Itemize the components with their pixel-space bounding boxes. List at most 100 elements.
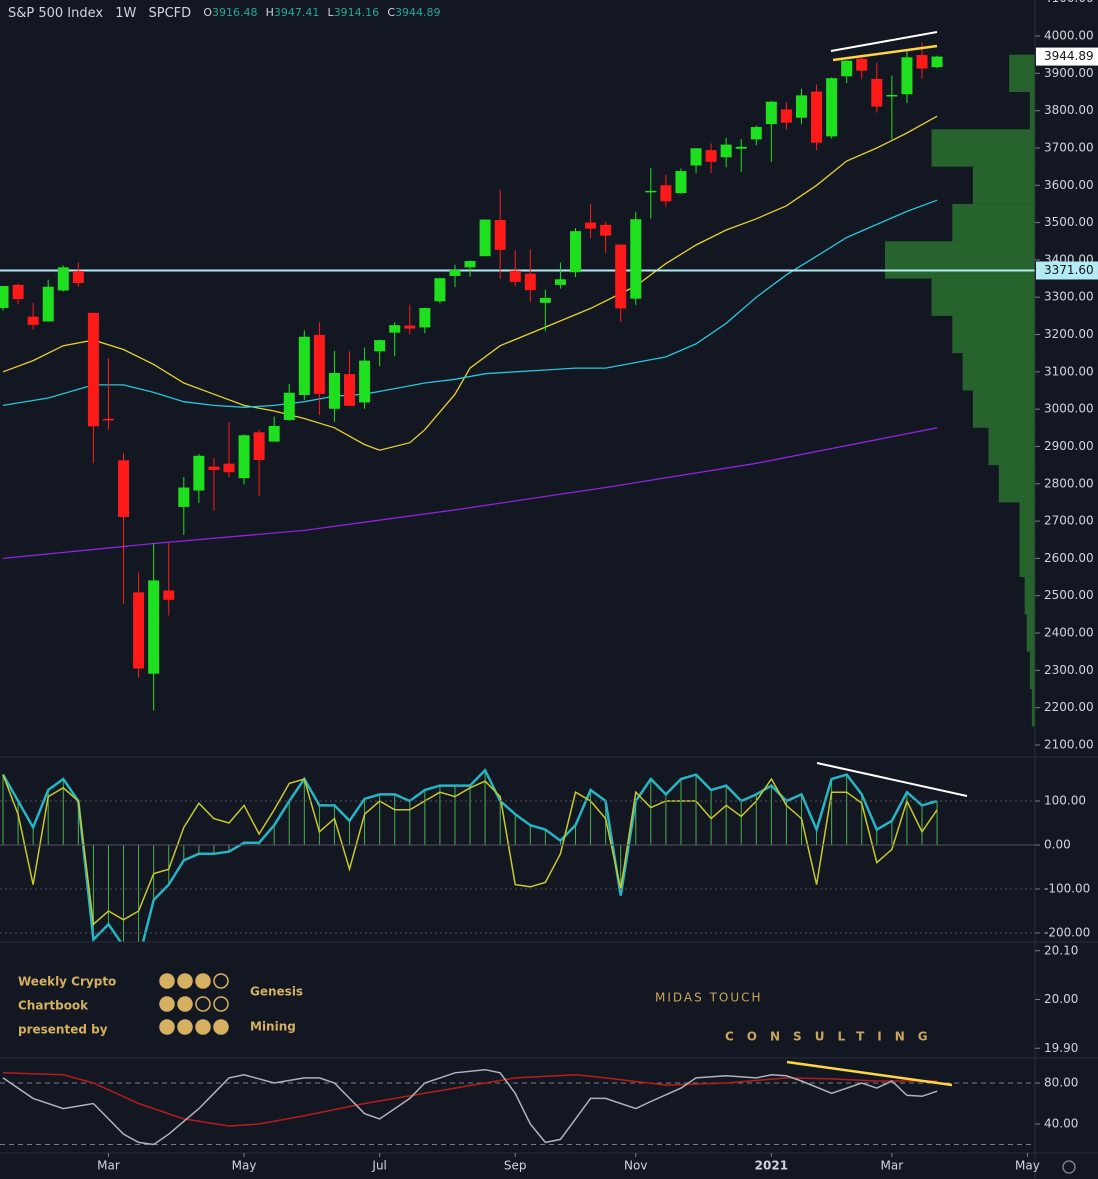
sponsor-logo xyxy=(159,973,229,1035)
candle-body xyxy=(359,360,371,403)
candle-body xyxy=(133,592,145,669)
candle-body xyxy=(238,435,250,479)
candle-body xyxy=(27,316,39,325)
candle-body xyxy=(585,222,597,229)
candle-body xyxy=(163,590,175,600)
candle-body xyxy=(705,150,717,162)
candle-body xyxy=(298,336,310,395)
price-pane xyxy=(0,42,1035,727)
logo-dot xyxy=(159,973,175,989)
volume-profile-bar xyxy=(1026,614,1035,652)
y-tick-label: 100.00 xyxy=(1044,793,1086,807)
y-tick-label: 3100.00 xyxy=(1044,364,1094,378)
indicator-pane xyxy=(0,1068,1035,1146)
branding: Weekly Crypto Chartbook presented by Gen… xyxy=(18,973,928,1044)
candle-body xyxy=(509,270,521,282)
candle-body xyxy=(419,308,431,328)
level-label: 3371.60 xyxy=(1044,263,1094,277)
logo-dot xyxy=(213,1019,229,1035)
volume-profile-bar xyxy=(988,427,1035,466)
candle-body xyxy=(570,231,582,273)
candle-body xyxy=(178,487,190,507)
candle-body xyxy=(0,286,9,309)
y-tick-label: -200.00 xyxy=(1044,925,1090,939)
last-price-box xyxy=(1036,47,1098,66)
candle-body xyxy=(931,56,943,68)
ohlc-prefix: H xyxy=(266,6,274,19)
logo-dot xyxy=(159,1019,175,1035)
candle-body xyxy=(494,219,506,250)
volume-profile-bar xyxy=(1009,54,1035,92)
logo-dot xyxy=(195,973,211,989)
volume-profile-bar xyxy=(952,315,1035,354)
y-tick-label: 2500.00 xyxy=(1044,588,1094,602)
trendline xyxy=(832,44,938,62)
candle-body xyxy=(871,78,883,107)
y-tick-label: 4000.00 xyxy=(1044,29,1094,43)
candle-body xyxy=(87,312,99,427)
logo-dot xyxy=(159,996,175,1012)
y-tick-label: 3900.00 xyxy=(1044,66,1094,80)
candle-body xyxy=(328,372,340,409)
volume-profile-bar xyxy=(1029,91,1035,130)
candle-body xyxy=(524,273,536,291)
y-tick-label: 0.00 xyxy=(1044,837,1071,851)
y-tick-label: 20.00 xyxy=(1044,992,1078,1006)
settings-icon[interactable] xyxy=(1062,1160,1076,1174)
candle-body xyxy=(539,297,551,303)
candle-body xyxy=(102,418,114,421)
ohlc-value: 3947.41 xyxy=(274,6,320,19)
header: S&P 500 Index 1W SPCFD O3916.48 H3947.41… xyxy=(8,6,441,21)
y-tick-label: 2700.00 xyxy=(1044,514,1094,528)
trendline xyxy=(816,762,968,797)
volume-profile-bar xyxy=(1031,689,1035,727)
candle-body xyxy=(811,91,823,143)
candle-body xyxy=(313,334,325,394)
y-tick-label: 3800.00 xyxy=(1044,103,1094,117)
sponsor-name: Genesis xyxy=(250,985,303,999)
y-tick-label: 3300.00 xyxy=(1044,290,1094,304)
candle-body xyxy=(374,340,386,352)
y-tick-label: 3600.00 xyxy=(1044,178,1094,192)
volume-profile-bar xyxy=(1029,651,1035,690)
logo-dot xyxy=(177,973,193,989)
candle-body xyxy=(72,271,84,284)
moving-average xyxy=(2,115,938,451)
candle-body xyxy=(615,244,627,309)
source: SPCFD xyxy=(149,6,192,21)
candle-body xyxy=(12,284,24,300)
chartbook-line: presented by xyxy=(18,1023,108,1037)
ohlc-value: 3944.89 xyxy=(395,6,441,19)
candle-body xyxy=(720,144,732,158)
x-tick-label: Nov xyxy=(624,1159,647,1173)
candle-body xyxy=(42,286,54,322)
x-tick-label: May xyxy=(232,1159,257,1173)
chartbook-line: Weekly Crypto xyxy=(18,975,116,989)
y-tick-label: 4100.00 xyxy=(1044,0,1094,5)
y-tick-label: 2400.00 xyxy=(1044,626,1094,640)
y-tick-label: 80.00 xyxy=(1044,1076,1078,1090)
y-tick-label: 3700.00 xyxy=(1044,140,1094,154)
y-tick-label: 2100.00 xyxy=(1044,737,1094,751)
candle-body xyxy=(916,55,928,69)
y-tick-label: 3000.00 xyxy=(1044,402,1094,416)
volume-profile-bar xyxy=(952,203,1035,242)
logo-dot xyxy=(177,996,193,1012)
volume-profile-bar xyxy=(1024,577,1035,615)
x-tick-label: Sep xyxy=(504,1159,527,1173)
x-tick-label: Jul xyxy=(371,1159,386,1173)
candle-body xyxy=(660,185,672,202)
candle-body xyxy=(901,57,913,95)
candle-body xyxy=(344,374,356,406)
logo-dot xyxy=(213,973,229,989)
candle-body xyxy=(690,148,702,166)
volume-profile-bar xyxy=(931,129,1035,167)
y-tick-label: 40.00 xyxy=(1044,1116,1078,1130)
brand-name: MIDAS TOUCH xyxy=(655,991,763,1005)
chartbook-line: Chartbook xyxy=(18,999,89,1013)
y-tick-label: 3500.00 xyxy=(1044,215,1094,229)
candle-body xyxy=(193,455,205,491)
candle-body xyxy=(268,425,280,442)
y-tick-label: 2800.00 xyxy=(1044,476,1094,490)
